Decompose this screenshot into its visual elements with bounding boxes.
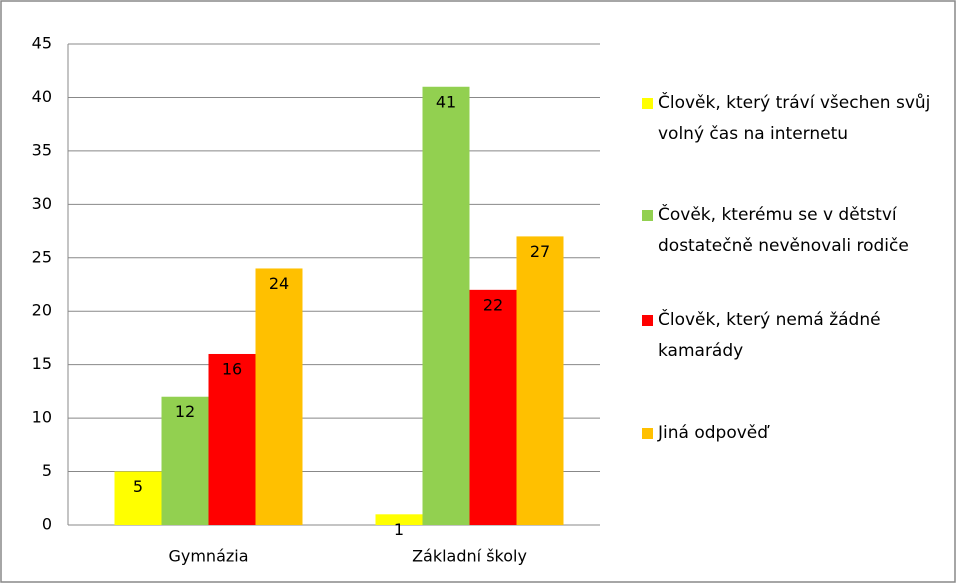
- data-label: 1: [394, 520, 404, 539]
- legend-swatch: [642, 428, 653, 439]
- y-tick-label: 20: [32, 301, 52, 320]
- data-label: 22: [483, 295, 503, 314]
- legend-label: Člověk, který nemá žádné kamarády: [658, 310, 881, 361]
- legend-label: Jiná odpověď: [658, 423, 769, 443]
- y-tick-label: 0: [42, 515, 52, 534]
- legend-item: Člověk, který nemá žádné kamarády: [640, 305, 950, 367]
- x-tick-label: Gymnázia: [168, 547, 248, 566]
- bar: [114, 471, 162, 525]
- data-label: 41: [436, 92, 456, 111]
- y-tick-label: 15: [32, 354, 52, 373]
- y-tick-label: 25: [32, 247, 52, 266]
- bar: [161, 396, 209, 525]
- y-tick-label: 45: [32, 34, 52, 53]
- legend-item: Člověk, který tráví všechen svůj volný č…: [640, 88, 950, 150]
- y-tick-label: 10: [32, 408, 52, 427]
- legend-label: Člověk, který tráví všechen svůj volný č…: [658, 93, 931, 144]
- y-tick-label: 35: [32, 140, 52, 159]
- y-tick-label: 5: [42, 461, 52, 480]
- bar: [255, 268, 303, 525]
- data-label: 16: [222, 359, 242, 378]
- x-tick-label: Základní školy: [412, 547, 527, 566]
- bar: [469, 289, 517, 525]
- y-tick-label: 30: [32, 194, 52, 213]
- bar: [516, 236, 564, 525]
- legend-label: Čověk, kterému se v dětství dostatečně n…: [658, 205, 909, 256]
- y-tick-label: 40: [32, 87, 52, 106]
- data-label: 12: [175, 402, 195, 421]
- legend-swatch: [642, 98, 653, 109]
- bar: [422, 86, 470, 525]
- bar: [208, 353, 256, 525]
- data-label: 5: [133, 477, 143, 496]
- data-label: 24: [269, 274, 289, 293]
- legend-item: Jiná odpověď: [640, 418, 950, 449]
- data-label: 27: [530, 242, 550, 261]
- legend-swatch: [642, 315, 653, 326]
- legend-swatch: [642, 210, 653, 221]
- legend-item: Čověk, kterému se v dětství dostatečně n…: [640, 200, 950, 262]
- bar: [375, 514, 423, 525]
